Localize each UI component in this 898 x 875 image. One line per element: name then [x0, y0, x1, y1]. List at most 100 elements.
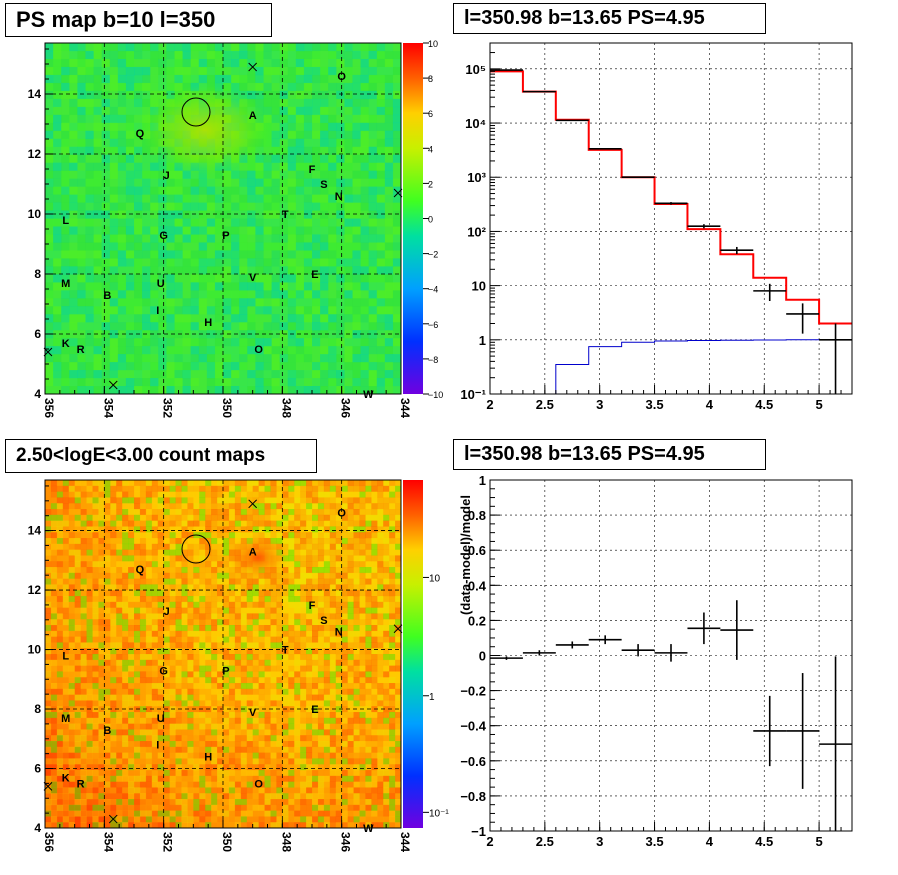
- cm-cell: [80, 746, 87, 753]
- cm-cell: [139, 671, 147, 678]
- cm-cell: [169, 648, 176, 655]
- ps-cell: [158, 306, 167, 315]
- ps-cell: [287, 354, 297, 363]
- ps-cell: [223, 194, 232, 203]
- cm-cell: [276, 700, 283, 707]
- ps-cell: [174, 314, 183, 323]
- ps-cell: [190, 306, 200, 315]
- cm-cell: [104, 607, 111, 614]
- ps-cell: [69, 114, 78, 124]
- cm-cell: [50, 625, 58, 632]
- ps-cell: [239, 354, 248, 363]
- cm-cell: [151, 509, 159, 516]
- ps-cell: [303, 122, 313, 132]
- ps-cell: [93, 258, 102, 267]
- ps-cell: [320, 274, 329, 283]
- ps-cell: [101, 170, 111, 179]
- cm-cell: [68, 793, 75, 800]
- ps-cell: [344, 370, 353, 379]
- cm-cell: [139, 561, 147, 568]
- ps-cell: [125, 282, 135, 291]
- ps-map-selection-circle[interactable]: [181, 97, 211, 127]
- cm-cell: [56, 567, 64, 574]
- cm-cell: [56, 712, 64, 719]
- ps-cell: [53, 162, 62, 171]
- ps-cell: [287, 138, 297, 148]
- cm-cell: [139, 596, 147, 603]
- cm-cell: [205, 613, 212, 620]
- cm-cell: [288, 578, 295, 585]
- cm-cell: [246, 509, 253, 516]
- cm-cell: [205, 549, 212, 556]
- ps-cell: [53, 314, 62, 323]
- ps-cell: [45, 282, 54, 291]
- cm-cell: [181, 567, 188, 574]
- cm-cell: [145, 543, 153, 550]
- cm-cell: [92, 648, 99, 655]
- ps-cell: [336, 298, 345, 307]
- cm-cell: [157, 572, 164, 579]
- ps-cell: [271, 330, 280, 339]
- cm-cell: [98, 717, 105, 724]
- ps-cell: [93, 290, 102, 299]
- cm-cell: [128, 532, 135, 539]
- ps-cell: [182, 250, 191, 259]
- cm-cell: [246, 659, 253, 666]
- cm-cell: [181, 729, 188, 736]
- ps-cell: [320, 43, 329, 52]
- cm-cell: [282, 601, 289, 608]
- cm-cell: [276, 735, 283, 742]
- ps-cell: [279, 314, 289, 323]
- cm-cell: [122, 810, 129, 817]
- ps-cell: [198, 298, 208, 307]
- ps-cell: [295, 226, 305, 235]
- cm-cell: [86, 607, 93, 614]
- cm-cell: [68, 758, 75, 765]
- cm-cell: [116, 601, 123, 608]
- ps-cell: [174, 322, 183, 331]
- ps-cell: [85, 354, 94, 363]
- ps-cell: [392, 218, 402, 227]
- ps-cell: [182, 386, 191, 395]
- cm-cell: [145, 514, 153, 521]
- ps-cell: [101, 50, 111, 60]
- ps-cell: [53, 82, 62, 92]
- cm-cell: [92, 543, 99, 550]
- z-tick-label: 8: [428, 74, 433, 84]
- ps-cell: [376, 66, 386, 76]
- cm-cell: [205, 712, 212, 719]
- ps-cell: [271, 274, 280, 283]
- cm-cell: [175, 532, 182, 539]
- cm-cell: [306, 793, 313, 800]
- ps-cell: [271, 194, 280, 203]
- cm-cell: [175, 543, 182, 550]
- cm-cell: [312, 677, 319, 684]
- ps-cell: [85, 114, 94, 124]
- cm-cell: [187, 688, 194, 695]
- cm-cell: [110, 538, 117, 545]
- cm-cell: [300, 480, 307, 487]
- ps-cell: [303, 338, 313, 347]
- cm-cell: [282, 480, 289, 487]
- ps-cell: [134, 226, 143, 235]
- ps-cell: [134, 74, 143, 84]
- ps-cell: [263, 186, 272, 195]
- cm-cell: [181, 671, 188, 678]
- ps-cell: [117, 234, 127, 243]
- ps-cell: [255, 378, 264, 387]
- cm-cell: [258, 648, 265, 655]
- ps-cell: [77, 154, 86, 163]
- ps-cell: [182, 298, 191, 307]
- cm-cell: [246, 514, 253, 521]
- cm-cell: [128, 770, 135, 777]
- cm-cell: [205, 619, 212, 626]
- ps-cell: [271, 90, 280, 100]
- ps-cell: [287, 58, 297, 68]
- ps-cell: [206, 362, 216, 371]
- ps-cell: [392, 186, 402, 195]
- cm-cell: [199, 787, 206, 794]
- ps-cell: [312, 290, 321, 299]
- cm-cell: [223, 677, 230, 684]
- cm-cell: [151, 735, 159, 742]
